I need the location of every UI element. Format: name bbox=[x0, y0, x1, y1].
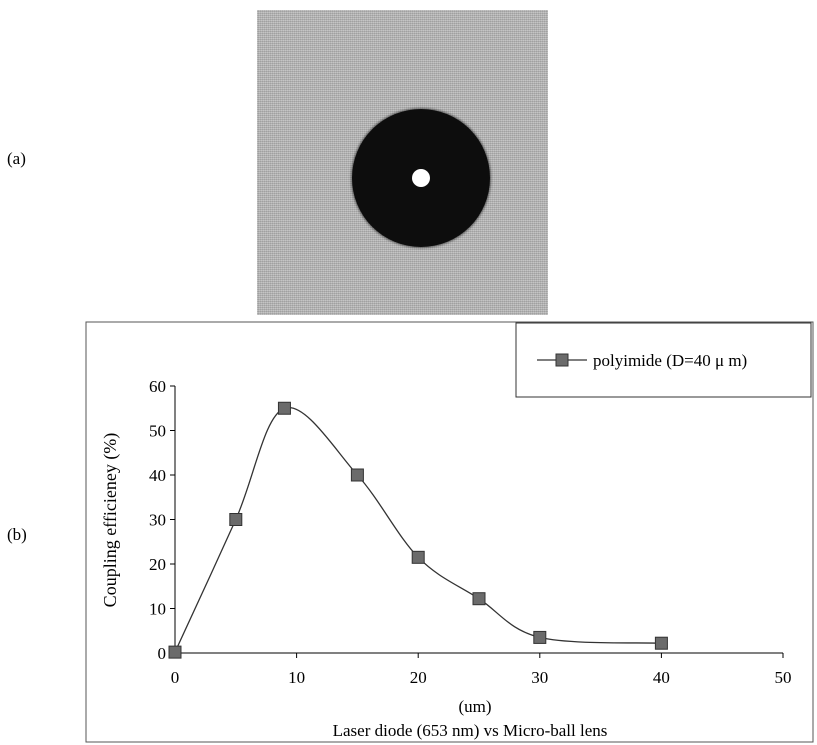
legend-label: polyimide (D=40 μ m) bbox=[593, 351, 747, 370]
y-tick-label: 20 bbox=[149, 555, 166, 574]
x-tick-label: 0 bbox=[171, 668, 180, 687]
y-tick-label: 30 bbox=[149, 511, 166, 530]
data-point-marker bbox=[654, 636, 668, 650]
data-point-marker bbox=[277, 401, 291, 415]
legend: polyimide (D=40 μ m) bbox=[515, 322, 812, 398]
y-tick-label: 50 bbox=[149, 422, 166, 441]
data-point-marker bbox=[350, 468, 364, 482]
y-axis-label: Coupling efficieney (%) bbox=[100, 433, 121, 608]
x-tick-label: 10 bbox=[288, 668, 305, 687]
axes: 0 10 20 30 40 50 60 0 10 20 30 40 50 bbox=[149, 377, 792, 687]
series-line bbox=[174, 406, 662, 653]
x-tick-label: 20 bbox=[410, 668, 427, 687]
data-point-marker bbox=[411, 550, 425, 564]
data-point-marker bbox=[229, 513, 243, 526]
legend-marker bbox=[555, 353, 569, 367]
y-tick-label: 10 bbox=[149, 600, 166, 619]
x-axis-label: Laser diode (653 nm) vs Micro-ball lens bbox=[333, 721, 608, 740]
x-tick-label: 30 bbox=[531, 668, 548, 687]
chart-frame bbox=[85, 321, 814, 743]
micrograph-image bbox=[257, 10, 548, 315]
x-tick-label: 50 bbox=[775, 668, 792, 687]
data-point-marker bbox=[168, 645, 182, 659]
panel-b-label: (b) bbox=[7, 525, 27, 544]
y-tick-label: 60 bbox=[149, 377, 166, 396]
data-point-marker bbox=[472, 592, 486, 606]
x-axis-unit-label: (um) bbox=[458, 697, 491, 716]
y-tick-label: 40 bbox=[149, 466, 166, 485]
y-tick-label: 0 bbox=[158, 644, 167, 663]
data-point-marker bbox=[533, 630, 547, 644]
x-tick-label: 40 bbox=[653, 668, 670, 687]
panel-a-label: (a) bbox=[7, 149, 26, 168]
micro-ball-bright-core bbox=[412, 169, 430, 187]
series-layer bbox=[168, 401, 668, 659]
